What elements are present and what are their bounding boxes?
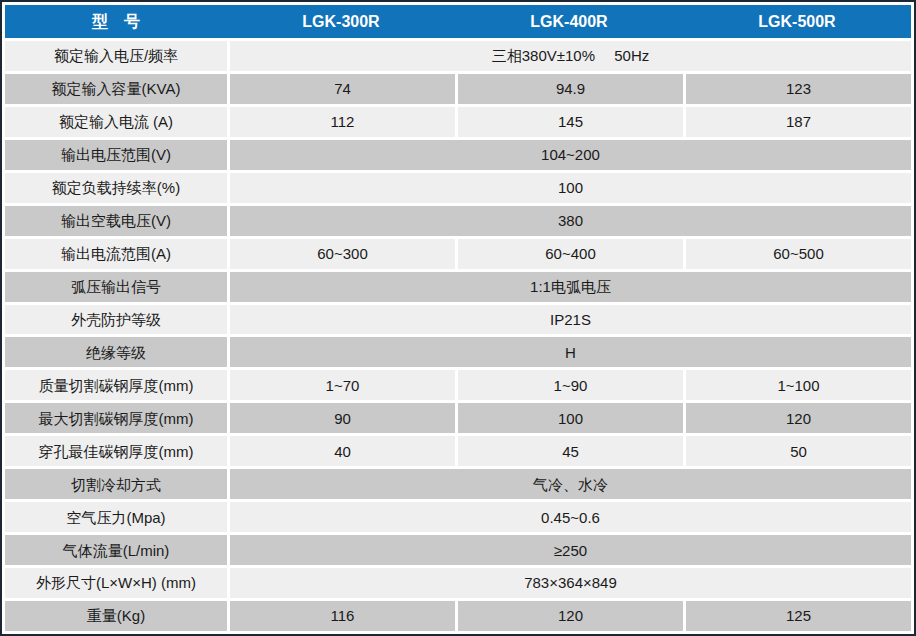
value-cell: 90 (230, 403, 455, 433)
table-row: 外形尺寸(L×W×H) (mm)783×364×849 (5, 568, 911, 598)
row-label-cell: 输出电流范围(A) (5, 239, 227, 269)
value-cell: 145 (458, 107, 683, 137)
table-row: 切割冷却方式气冷、水冷 (5, 469, 911, 499)
value-cell: 40 (230, 436, 455, 466)
row-label-cell: 外壳防护等级 (5, 305, 227, 335)
merged-value-cell: ≥250 (230, 535, 911, 565)
merged-value-cell: 783×364×849 (230, 568, 911, 598)
row-label-cell: 输出空载电压(V) (5, 206, 227, 236)
value-cell: 1~100 (686, 370, 911, 400)
header-model-lgk500r: LGK-500R (683, 5, 911, 38)
table-row: 额定输入电流 (A)112145187 (5, 107, 911, 137)
value-cell: 45 (458, 436, 683, 466)
table-row: 外壳防护等级IP21S (5, 305, 911, 335)
header-row: 型 号 LGK-300R LGK-400R LGK-500R (5, 5, 911, 38)
table-row: 输出电流范围(A)60~30060~40060~500 (5, 239, 911, 269)
table-row: 输出空载电压(V)380 (5, 206, 911, 236)
row-label-cell: 空气压力(Mpa) (5, 502, 227, 532)
merged-value-cell: 三相380V±10% 50Hz (230, 41, 911, 71)
table-row: 穿孔最佳碳钢厚度(mm)404550 (5, 436, 911, 466)
merged-value-cell: 380 (230, 206, 911, 236)
value-cell: 187 (686, 107, 911, 137)
value-cell: 94.9 (458, 74, 683, 104)
merged-value-cell: 100 (230, 173, 911, 203)
spec-table-frame: 型 号 LGK-300R LGK-400R LGK-500R 额定输入电压/频率… (0, 0, 916, 636)
header-model-lgk400r: LGK-400R (455, 5, 683, 38)
table-row: 绝缘等级H (5, 337, 911, 367)
value-cell: 123 (686, 74, 911, 104)
merged-value-cell: IP21S (230, 305, 911, 335)
header-model-lgk300r: LGK-300R (227, 5, 455, 38)
table-row: 弧压输出信号1:1电弧电压 (5, 272, 911, 302)
value-cell: 125 (686, 601, 911, 631)
row-label-cell: 穿孔最佳碳钢厚度(mm) (5, 436, 227, 466)
table-row: 质量切割碳钢厚度(mm)1~701~901~100 (5, 370, 911, 400)
row-label-cell: 额定负载持续率(%) (5, 173, 227, 203)
row-label-cell: 额定输入电流 (A) (5, 107, 227, 137)
merged-value-cell: 气冷、水冷 (230, 469, 911, 499)
row-label-cell: 气体流量(L/min) (5, 535, 227, 565)
row-label-cell: 输出电压范围(V) (5, 140, 227, 170)
value-cell: 1~70 (230, 370, 455, 400)
merged-value-cell: 1:1电弧电压 (230, 272, 911, 302)
value-cell: 60~500 (686, 239, 911, 269)
row-label-cell: 最大切割碳钢厚度(mm) (5, 403, 227, 433)
value-cell: 50 (686, 436, 911, 466)
merged-value-cell: 0.45~0.6 (230, 502, 911, 532)
table-row: 气体流量(L/min)≥250 (5, 535, 911, 565)
table-row: 重量(Kg)116120125 (5, 601, 911, 631)
value-cell: 1~90 (458, 370, 683, 400)
value-cell: 60~300 (230, 239, 455, 269)
value-cell: 120 (458, 601, 683, 631)
row-label-cell: 额定输入电压/频率 (5, 41, 227, 71)
merged-value-cell: H (230, 337, 911, 367)
table-row: 额定输入电压/频率三相380V±10% 50Hz (5, 41, 911, 71)
table-row: 输出电压范围(V)104~200 (5, 140, 911, 170)
row-label-cell: 绝缘等级 (5, 337, 227, 367)
row-label-cell: 外形尺寸(L×W×H) (mm) (5, 568, 227, 598)
row-label-cell: 额定输入容量(KVA) (5, 74, 227, 104)
row-label-cell: 切割冷却方式 (5, 469, 227, 499)
row-label-cell: 质量切割碳钢厚度(mm) (5, 370, 227, 400)
table-row: 额定负载持续率(%)100 (5, 173, 911, 203)
row-label-cell: 重量(Kg) (5, 601, 227, 631)
row-label-cell: 弧压输出信号 (5, 272, 227, 302)
merged-value-cell: 104~200 (230, 140, 911, 170)
value-cell: 116 (230, 601, 455, 631)
table-row: 额定输入容量(KVA)7494.9123 (5, 74, 911, 104)
spec-table: 型 号 LGK-300R LGK-400R LGK-500R 额定输入电压/频率… (5, 5, 911, 631)
value-cell: 112 (230, 107, 455, 137)
value-cell: 60~400 (458, 239, 683, 269)
value-cell: 120 (686, 403, 911, 433)
table-row: 空气压力(Mpa)0.45~0.6 (5, 502, 911, 532)
value-cell: 100 (458, 403, 683, 433)
value-cell: 74 (230, 74, 455, 104)
table-row: 最大切割碳钢厚度(mm)90100120 (5, 403, 911, 433)
header-model-label-cell: 型 号 (5, 5, 227, 38)
